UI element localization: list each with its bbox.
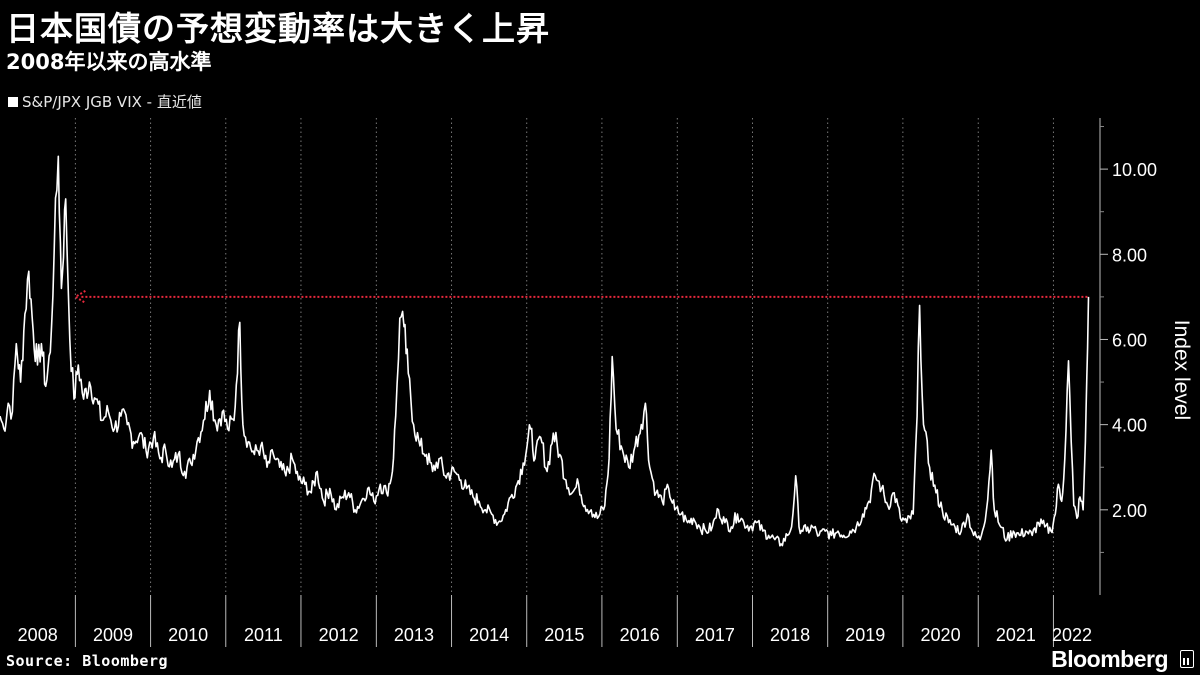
reference-arrow-icon	[73, 290, 86, 304]
legend-label: S&P/JPX JGB VIX - 直近値	[22, 93, 202, 111]
terminal-badge-icon	[1180, 650, 1194, 668]
y-tick-label: 6.00	[1112, 330, 1147, 350]
x-tick-label: 2015	[544, 625, 584, 645]
x-tick-label: 2010	[168, 625, 208, 645]
y-tick-label: 10.00	[1112, 160, 1157, 180]
y-tick-label: 2.00	[1112, 501, 1147, 521]
x-tick-label: 2016	[620, 625, 660, 645]
x-tick-label: 2011	[244, 625, 283, 645]
x-tick-label: 2014	[469, 625, 509, 645]
x-tick-label: 2013	[394, 625, 434, 645]
x-tick-label: 2009	[93, 625, 133, 645]
x-tick-label: 2020	[921, 625, 961, 645]
x-tick-label: 2022	[1052, 625, 1092, 645]
source-note: Source: Bloomberg	[6, 652, 169, 670]
x-tick-label: 2018	[770, 625, 810, 645]
bloomberg-logo: Bloomberg	[1051, 646, 1168, 672]
y-tick-label: 4.00	[1112, 416, 1147, 436]
x-tick-label: 2019	[845, 625, 885, 645]
y-axis-title: Index level	[1170, 320, 1193, 420]
legend: S&P/JPX JGB VIX - 直近値	[8, 91, 202, 112]
series-line-jgb-vix	[0, 155, 1090, 547]
legend-swatch	[8, 96, 18, 107]
y-tick-label: 8.00	[1112, 245, 1147, 265]
x-tick-label: 2012	[319, 625, 359, 645]
chart-title: 日本国債の予想変動率は大きく上昇	[6, 9, 550, 48]
x-tick-label: 2021	[996, 625, 1036, 645]
x-tick-label: 2008	[18, 625, 58, 645]
x-tick-label: 2017	[695, 625, 735, 645]
chart-subtitle: 2008年以来の高水準	[6, 50, 212, 74]
